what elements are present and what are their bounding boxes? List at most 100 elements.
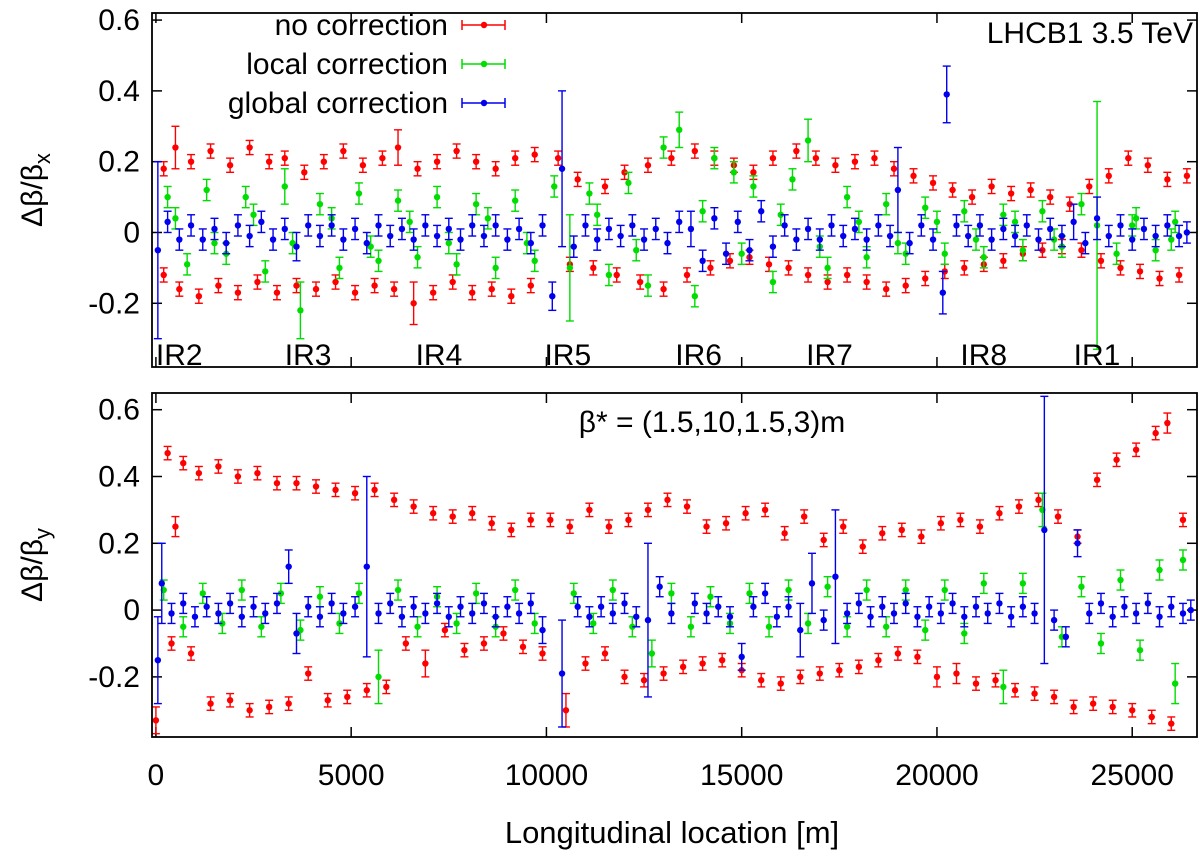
data-point — [691, 293, 699, 300]
data-point — [472, 590, 480, 597]
data-point — [676, 218, 683, 226]
data-point — [621, 673, 628, 681]
data-point — [246, 707, 253, 714]
data-point — [941, 250, 948, 257]
data-point — [804, 620, 812, 627]
data-point — [1132, 215, 1140, 222]
data-point — [832, 162, 839, 169]
data-point — [644, 616, 652, 624]
data-point — [371, 282, 378, 289]
y-tick-label: -0.2 — [88, 287, 140, 320]
data-point — [894, 650, 902, 657]
data-point — [699, 257, 706, 264]
data-point — [414, 165, 421, 172]
data-point — [164, 449, 171, 457]
data-point — [281, 225, 288, 233]
data-point — [840, 232, 847, 240]
data-point — [863, 278, 870, 286]
data-point — [1019, 246, 1027, 254]
data-point — [808, 580, 816, 587]
data-point — [1175, 271, 1183, 279]
data-point — [328, 222, 335, 229]
data-point — [668, 610, 675, 617]
data-point — [718, 656, 726, 664]
data-point — [652, 225, 659, 233]
data-point — [711, 215, 718, 222]
data-point — [980, 254, 988, 261]
legend-marker — [480, 21, 488, 29]
data-point — [1070, 218, 1077, 226]
data-point — [1027, 186, 1034, 194]
data-point — [586, 613, 593, 620]
data-point — [961, 613, 968, 620]
data-point — [1074, 540, 1081, 547]
data-point — [867, 613, 874, 620]
y-tick-label: 0.6 — [98, 394, 140, 427]
data-point — [750, 603, 757, 610]
data-point — [871, 154, 878, 162]
data-point — [726, 257, 734, 264]
ir-annotation: IR4 — [416, 339, 463, 372]
data-point — [730, 169, 738, 176]
data-point — [968, 193, 976, 201]
data-point — [941, 586, 948, 594]
data-point — [797, 626, 804, 634]
y-tick-label: 0 — [123, 216, 140, 249]
bottom-panel: 0.6 0.4 0.2 0 -0.2 0 5000 10000 15000 20000 25000 Δ… — [16, 392, 1198, 792]
data-point — [902, 586, 909, 594]
data-point — [894, 186, 902, 194]
data-point — [636, 278, 644, 286]
data-point — [949, 186, 956, 194]
data-point — [816, 236, 823, 243]
data-point — [793, 147, 800, 155]
data-point — [305, 603, 312, 610]
y-tick-label: 0.4 — [98, 460, 140, 493]
data-point — [793, 236, 800, 243]
data-point — [1140, 225, 1148, 233]
data-point — [285, 563, 292, 570]
data-point — [722, 250, 730, 257]
data-point — [1011, 687, 1019, 694]
data-point — [1171, 218, 1179, 226]
data-point — [918, 222, 925, 229]
data-point — [301, 169, 308, 176]
data-point — [154, 246, 162, 254]
series-global-correction — [153, 65, 1191, 340]
x-tick-label: 25000 — [1090, 759, 1173, 792]
data-point — [988, 236, 995, 243]
data-point — [820, 536, 827, 544]
data-point — [1164, 176, 1171, 183]
data-point — [1152, 232, 1159, 240]
data-point — [785, 264, 792, 272]
data-point — [363, 239, 370, 247]
data-point — [387, 232, 394, 240]
data-point — [172, 144, 179, 151]
data-point — [738, 653, 745, 661]
data-point — [187, 650, 195, 657]
data-point — [176, 285, 183, 293]
data-point — [238, 613, 246, 620]
data-point — [797, 673, 804, 681]
data-point — [539, 222, 546, 229]
data-point — [246, 144, 253, 151]
data-point — [379, 154, 386, 162]
data-point — [1117, 264, 1124, 272]
data-point — [1078, 583, 1085, 590]
data-point — [789, 176, 796, 183]
data-point — [332, 486, 339, 494]
data-point — [355, 590, 363, 597]
y-axis-label-subscript: x — [30, 153, 55, 164]
data-point — [488, 285, 495, 293]
data-point — [226, 697, 234, 704]
data-point — [769, 154, 777, 162]
data-point — [840, 523, 847, 530]
data-point — [234, 473, 242, 480]
data-point — [785, 586, 792, 594]
data-point — [154, 656, 162, 664]
data-point — [558, 670, 566, 677]
data-point — [199, 590, 206, 597]
top-panel: 0.6 0.4 0.2 0 -0.2 Δβ/βx LHCB1 3.5 TeV no corre… — [16, 4, 1198, 372]
data-point — [469, 510, 476, 517]
data-point — [918, 533, 925, 540]
data-point — [668, 590, 675, 597]
